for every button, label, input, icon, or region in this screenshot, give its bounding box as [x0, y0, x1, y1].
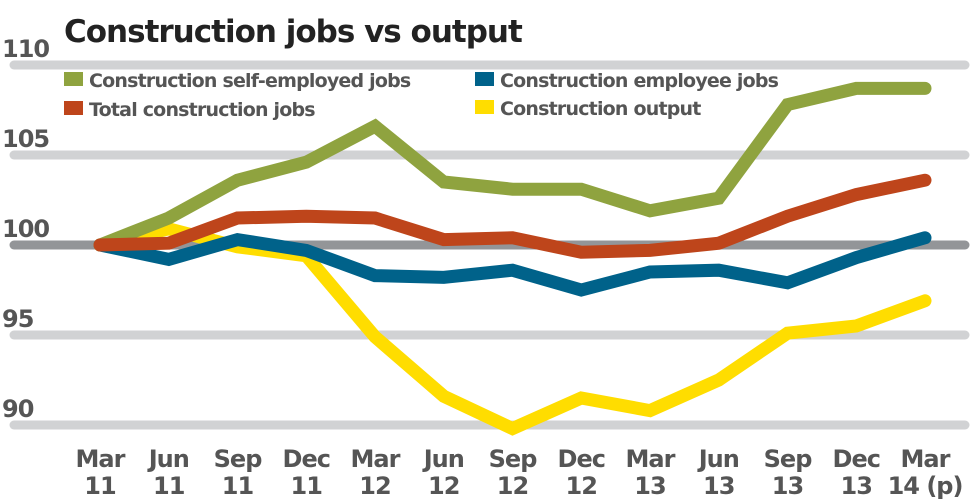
x-tick-label: Jun 11	[147, 445, 189, 500]
series-line-construction-self-employed-jobs	[93, 81, 932, 252]
legend-label: Construction self-employed jobs	[89, 70, 411, 92]
series-line-total-construction-jobs	[93, 173, 932, 259]
legend-swatch	[64, 101, 83, 115]
x-tick-label: Mar 14 (p)	[888, 445, 963, 500]
y-tick-label: 110	[2, 35, 49, 63]
legend-swatch	[475, 72, 494, 86]
x-tick-label: Dec 13	[833, 445, 880, 500]
x-tick-label: Sep 11	[214, 445, 263, 500]
legend-item: Total construction jobs	[64, 99, 316, 121]
x-tick-label: Dec 11	[283, 445, 330, 500]
x-tick-label: Sep 12	[489, 445, 538, 500]
y-tick-label: 90	[2, 395, 34, 423]
legend-label: Construction output	[500, 98, 701, 120]
x-tick-label: Mar 12	[351, 445, 401, 500]
x-tick-label: Dec 12	[558, 445, 605, 500]
y-tick-label: 105	[2, 125, 49, 153]
x-tick-label: Jun 13	[697, 445, 739, 500]
x-tick-label: Mar 13	[626, 445, 676, 500]
legend-swatch	[475, 100, 494, 114]
x-tick-label: Mar 11	[76, 445, 126, 500]
legend-item: Construction self-employed jobs	[64, 70, 412, 92]
legend-label: Construction employee jobs	[500, 70, 779, 92]
legend-item: Construction output	[475, 98, 702, 120]
series-line-construction-output	[93, 222, 932, 436]
y-tick-label: 100	[2, 215, 49, 243]
legend-swatch	[64, 72, 83, 86]
x-tick-label: Sep 13	[764, 445, 813, 500]
legend-item: Construction employee jobs	[475, 70, 779, 92]
y-tick-label: 95	[2, 305, 34, 333]
x-tick-label: Jun 12	[422, 445, 464, 500]
chart-title: Construction jobs vs output	[64, 14, 523, 50]
series-line-construction-employee-jobs	[93, 231, 932, 297]
legend-label: Total construction jobs	[89, 99, 315, 121]
